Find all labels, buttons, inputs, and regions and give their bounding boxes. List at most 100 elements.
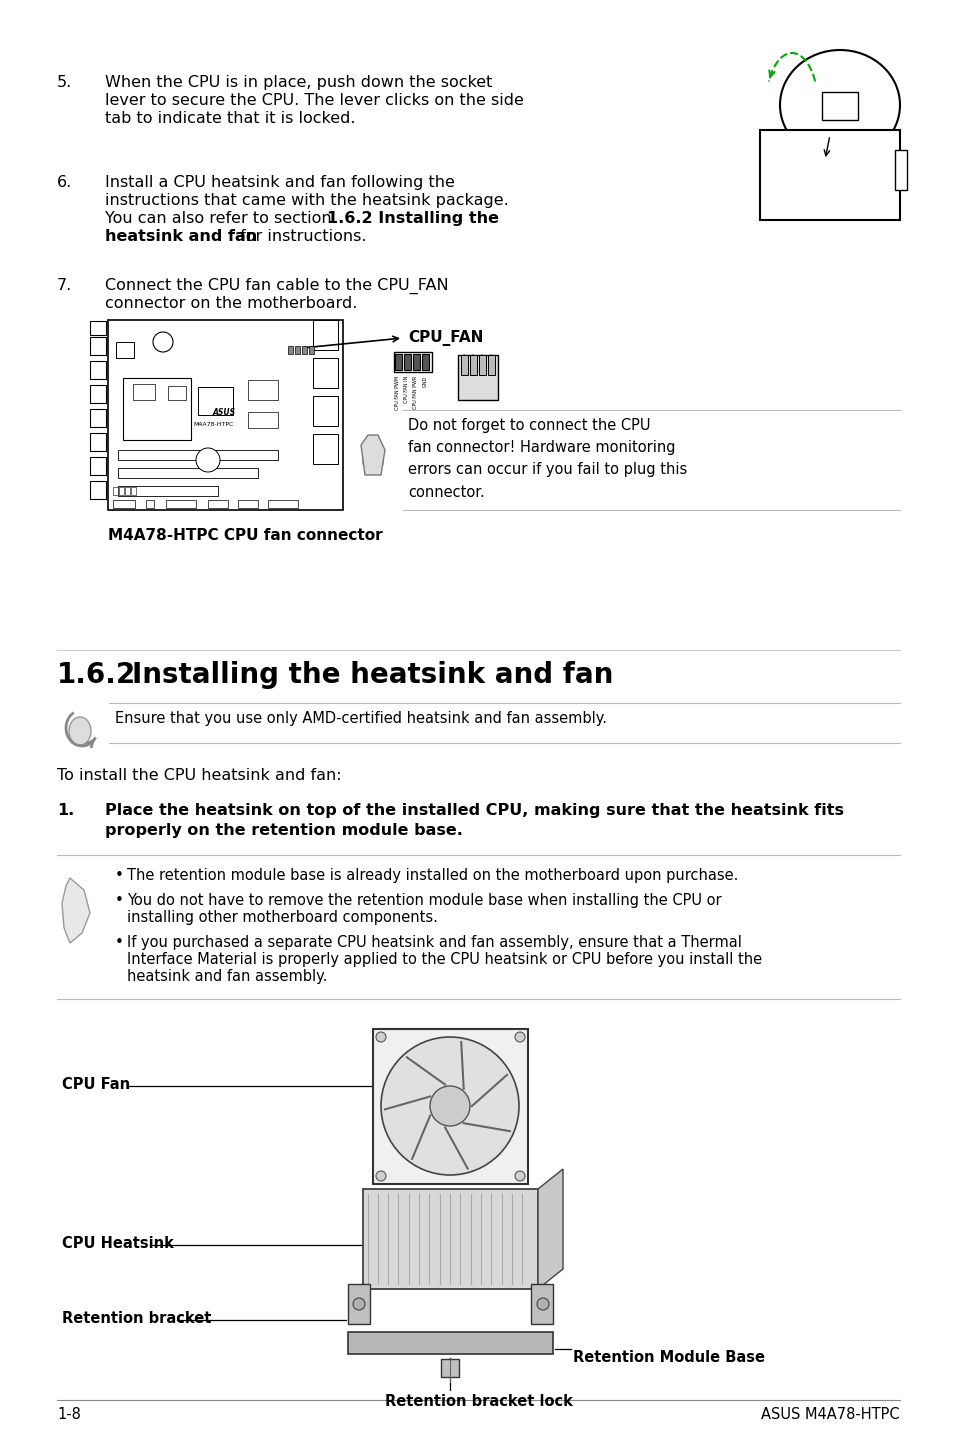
- Circle shape: [195, 448, 220, 473]
- Bar: [457, 355, 497, 400]
- Bar: [288, 347, 293, 354]
- Text: Retention bracket: Retention bracket: [62, 1312, 212, 1326]
- Text: properly on the retention module base.: properly on the retention module base.: [105, 823, 462, 838]
- Bar: [313, 397, 337, 425]
- Bar: [90, 410, 106, 427]
- Bar: [112, 500, 135, 508]
- Bar: [821, 92, 857, 120]
- Bar: [248, 412, 277, 428]
- Text: ASUS: ASUS: [213, 408, 236, 417]
- Bar: [237, 500, 257, 508]
- Text: Install a CPU heatsink and fan following the: Install a CPU heatsink and fan following…: [105, 175, 455, 190]
- Text: Connect the CPU fan cable to the CPU_FAN: Connect the CPU fan cable to the CPU_FAN: [105, 278, 448, 294]
- Bar: [760, 130, 899, 221]
- Bar: [470, 355, 476, 375]
- Text: •: •: [115, 894, 124, 908]
- Bar: [413, 354, 419, 369]
- Text: lever to secure the CPU. The lever clicks on the side: lever to secure the CPU. The lever click…: [105, 93, 523, 107]
- Bar: [112, 487, 118, 495]
- Bar: [118, 468, 257, 478]
- Text: for instructions.: for instructions.: [234, 229, 366, 243]
- Bar: [116, 342, 133, 358]
- Bar: [118, 485, 218, 495]
- Polygon shape: [360, 435, 385, 475]
- Text: GND: GND: [422, 377, 427, 387]
- Bar: [894, 150, 906, 190]
- Bar: [478, 355, 485, 375]
- Bar: [90, 432, 106, 451]
- Circle shape: [152, 332, 172, 352]
- Text: heatsink and fan: heatsink and fan: [105, 229, 257, 243]
- Text: Retention Module Base: Retention Module Base: [573, 1350, 764, 1365]
- Text: CPU FAN PWR: CPU FAN PWR: [413, 377, 418, 410]
- Circle shape: [353, 1297, 365, 1310]
- Bar: [90, 361, 106, 379]
- Text: 6.: 6.: [57, 175, 72, 190]
- Ellipse shape: [780, 50, 899, 160]
- Text: The retention module base is already installed on the motherboard upon purchase.: The retention module base is already ins…: [127, 868, 738, 884]
- Bar: [268, 500, 297, 508]
- Bar: [488, 355, 495, 375]
- Text: If you purchased a separate CPU heatsink and fan assembly, ensure that a Thermal: If you purchased a separate CPU heatsink…: [127, 935, 741, 949]
- Text: M4A78-HTPC: M4A78-HTPC: [193, 422, 233, 427]
- Bar: [90, 385, 106, 402]
- Text: Interface Material is properly applied to the CPU heatsink or CPU before you ins: Interface Material is properly applied t…: [127, 952, 761, 967]
- Text: 1.6.2: 1.6.2: [57, 662, 136, 689]
- Bar: [248, 379, 277, 400]
- Text: heatsink and fan assembly.: heatsink and fan assembly.: [127, 969, 327, 984]
- Circle shape: [515, 1171, 524, 1181]
- Circle shape: [380, 1037, 518, 1176]
- Text: When the CPU is in place, push down the socket: When the CPU is in place, push down the …: [105, 74, 492, 90]
- Circle shape: [375, 1032, 386, 1042]
- Text: M4A78-HTPC CPU fan connector: M4A78-HTPC CPU fan connector: [108, 528, 382, 543]
- Text: instructions that came with the heatsink package.: instructions that came with the heatsink…: [105, 193, 508, 208]
- Text: 1.6.2 Installing the: 1.6.2 Installing the: [327, 211, 498, 226]
- Bar: [119, 487, 124, 495]
- Bar: [132, 384, 154, 400]
- Bar: [90, 457, 106, 475]
- Bar: [421, 354, 429, 369]
- Bar: [313, 358, 337, 388]
- Bar: [302, 347, 307, 354]
- Text: ASUS M4A78-HTPC: ASUS M4A78-HTPC: [760, 1408, 899, 1422]
- Bar: [168, 387, 186, 400]
- Text: You can also refer to section: You can also refer to section: [105, 211, 336, 226]
- Bar: [90, 481, 106, 498]
- Text: connector on the motherboard.: connector on the motherboard.: [105, 296, 357, 311]
- Polygon shape: [62, 878, 90, 944]
- Bar: [313, 434, 337, 464]
- Bar: [395, 354, 401, 369]
- Circle shape: [515, 1032, 524, 1042]
- Bar: [125, 487, 130, 495]
- Text: 1-8: 1-8: [57, 1408, 81, 1422]
- Text: installing other motherboard components.: installing other motherboard components.: [127, 909, 437, 925]
- Text: CPU FAN PWM: CPU FAN PWM: [395, 377, 400, 410]
- Bar: [313, 319, 337, 349]
- Bar: [348, 1332, 553, 1355]
- Bar: [394, 352, 432, 372]
- Text: Retention bracket lock: Retention bracket lock: [385, 1393, 572, 1409]
- Bar: [90, 337, 106, 355]
- Text: tab to indicate that it is locked.: tab to indicate that it is locked.: [105, 112, 355, 126]
- Text: Do not forget to connect the CPU
fan connector! Hardware monitoring
errors can o: Do not forget to connect the CPU fan con…: [408, 418, 686, 500]
- Bar: [403, 354, 411, 369]
- Bar: [131, 487, 136, 495]
- Text: Place the heatsink on top of the installed CPU, making sure that the heatsink fi: Place the heatsink on top of the install…: [105, 803, 843, 818]
- Bar: [118, 450, 277, 460]
- Text: CPU Fan: CPU Fan: [62, 1077, 130, 1093]
- Bar: [294, 347, 299, 354]
- Text: To install the CPU heatsink and fan:: To install the CPU heatsink and fan:: [57, 768, 341, 783]
- Text: CPU FAN IN: CPU FAN IN: [404, 377, 409, 404]
- Bar: [309, 347, 314, 354]
- Text: 1.: 1.: [57, 803, 74, 818]
- Text: Ensure that you use only AMD-certified heatsink and fan assembly.: Ensure that you use only AMD-certified h…: [115, 712, 606, 726]
- Bar: [208, 500, 228, 508]
- Text: CPU Heatsink: CPU Heatsink: [62, 1236, 173, 1252]
- Text: •: •: [115, 935, 124, 949]
- Bar: [440, 1359, 458, 1378]
- Bar: [460, 355, 468, 375]
- Circle shape: [537, 1297, 548, 1310]
- Text: 5.: 5.: [57, 74, 72, 90]
- Circle shape: [375, 1171, 386, 1181]
- Polygon shape: [537, 1169, 562, 1289]
